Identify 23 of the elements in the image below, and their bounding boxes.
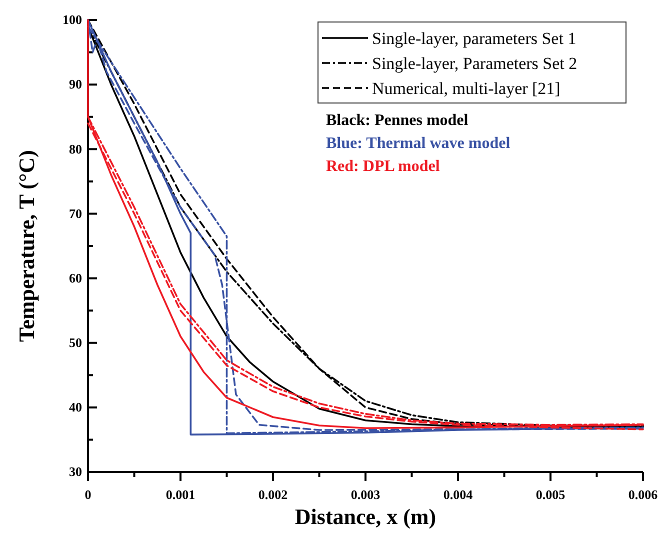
x-tick-label: 0.004 [443, 487, 474, 502]
legend-label: Single-layer, Parameters Set 2 [372, 54, 578, 73]
y-tick-label: 100 [62, 12, 82, 28]
legend-label: Single-layer, parameters Set 1 [372, 29, 576, 48]
x-tick-label: 0 [84, 487, 92, 502]
y-tick-label: 30 [69, 464, 82, 480]
y-tick-label: 70 [69, 206, 82, 221]
x-tick-label: 0.005 [536, 487, 566, 502]
annotation: Black: Pennes model [326, 112, 469, 129]
x-axis-title: Distance, x (m) [294, 504, 436, 529]
annotation: Blue: Thermal wave model [326, 135, 511, 152]
y-axis-title: Temperature, T (°C) [14, 150, 39, 342]
y-tick-label: 60 [69, 270, 82, 286]
y-tick-label: 90 [69, 76, 82, 92]
annotation: Red: DPL model [326, 158, 440, 175]
x-tick-label: 0.006 [628, 487, 658, 502]
x-tick-label: 0.002 [258, 487, 288, 502]
x-tick-label: 0.003 [350, 487, 381, 502]
x-tick-label: 0.001 [166, 487, 196, 502]
y-tick-label: 50 [69, 335, 82, 350]
y-tick-label: 80 [69, 141, 82, 156]
y-tick-label: 40 [69, 400, 82, 415]
legend-label: Numerical, multi-layer [21] [372, 79, 560, 98]
